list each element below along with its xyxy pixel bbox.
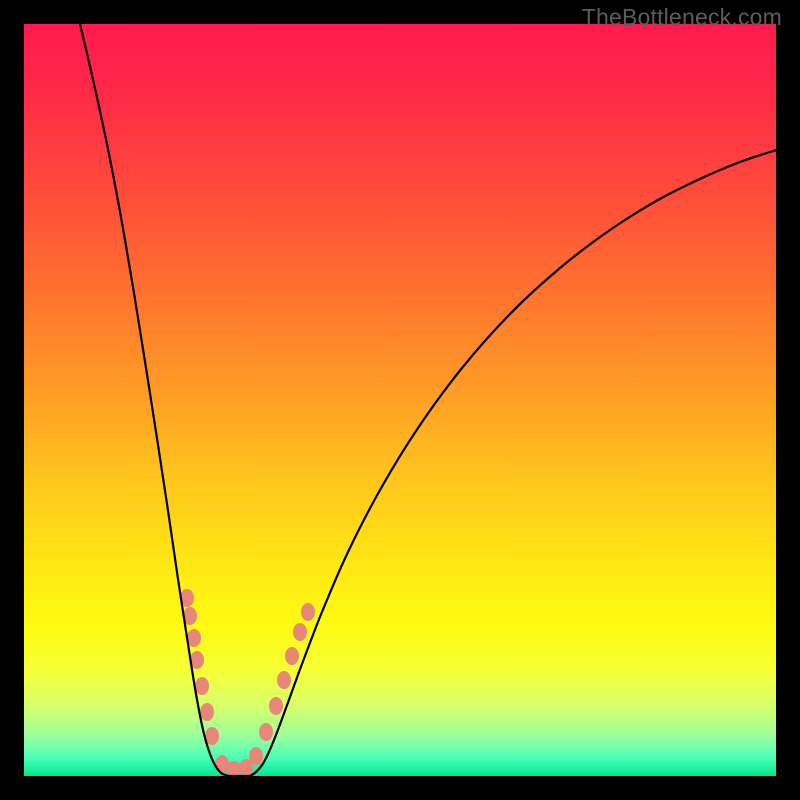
watermark-text: TheBottleneck.com [582, 4, 782, 31]
data-marker [285, 647, 299, 665]
data-marker [301, 603, 315, 621]
bottleneck-curve [80, 24, 776, 776]
plot-area [24, 24, 776, 776]
data-marker [215, 755, 229, 773]
data-marker [259, 723, 273, 741]
data-marker [200, 703, 214, 721]
curve-layer [24, 24, 776, 776]
data-marker [195, 677, 209, 695]
data-marker [269, 697, 283, 715]
data-marker [249, 747, 263, 765]
data-marker [277, 671, 291, 689]
data-marker [227, 761, 241, 776]
data-marker [293, 623, 307, 641]
